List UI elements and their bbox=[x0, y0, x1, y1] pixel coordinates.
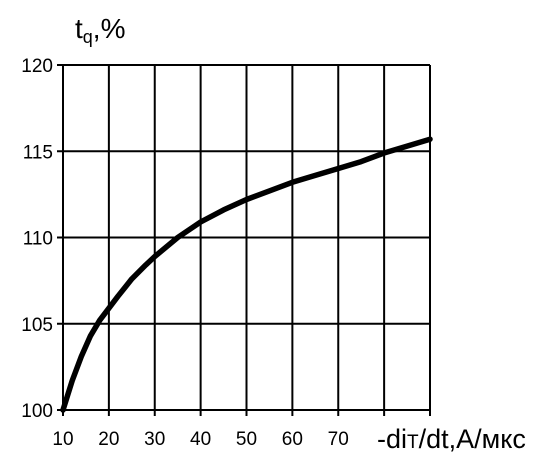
y-axis-label: tq,% bbox=[75, 13, 125, 47]
y-tick-label-105: 105 bbox=[21, 315, 53, 336]
x-tick-label-50: 50 bbox=[236, 429, 257, 450]
x-tick-label-40: 40 bbox=[190, 429, 211, 450]
x-tick-label-70: 70 bbox=[328, 429, 349, 450]
series-line-0 bbox=[60, 136, 433, 413]
x-tick-label-30: 30 bbox=[144, 429, 165, 450]
y-tick-label-100: 100 bbox=[21, 401, 53, 422]
x-tick-label-10: 10 bbox=[52, 429, 73, 450]
x-axis-label: -diT/dt,А/мкс bbox=[377, 424, 526, 452]
y-tick-label-120: 120 bbox=[21, 56, 53, 77]
y-tick-label-110: 110 bbox=[23, 229, 53, 250]
series-layer bbox=[60, 136, 433, 413]
grid bbox=[57, 64, 431, 416]
x-tick-label-60: 60 bbox=[282, 429, 303, 450]
x-tick-label-20: 20 bbox=[98, 429, 119, 450]
y-tick-label-115: 115 bbox=[23, 142, 53, 163]
tick-labels: 10 20 30 40 50 60 70 100 105 110 115 120 bbox=[21, 56, 349, 450]
